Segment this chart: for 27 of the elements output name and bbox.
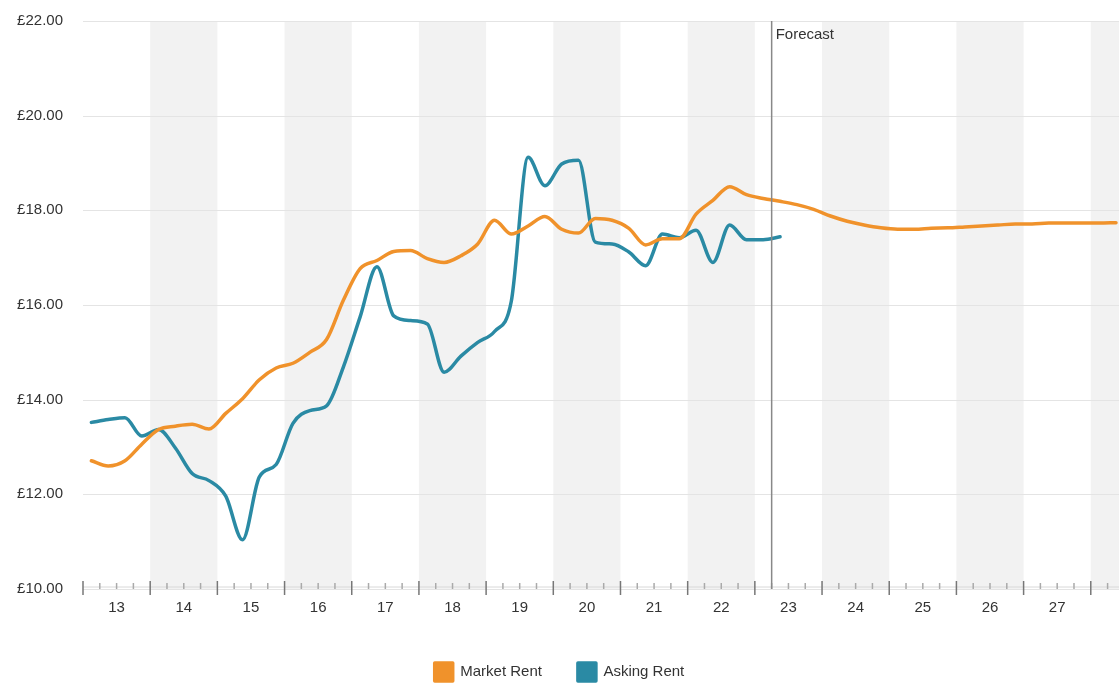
x-tick-label: 18: [444, 598, 461, 616]
x-tick-label: 25: [914, 598, 932, 616]
x-tick-label: 26: [981, 598, 999, 616]
x-tick-label: 15: [242, 598, 260, 616]
y-tick-label: £14.00: [17, 389, 63, 407]
legend-label: Market Rent: [460, 662, 543, 680]
line-series: [89, 184, 1118, 468]
x-tick-label: 23: [780, 598, 797, 616]
ref-line-label: Forecast: [775, 24, 835, 42]
x-tick-label: 24: [847, 598, 864, 616]
y-tick-label: £20.00: [17, 105, 63, 123]
y-tick-label: £12.00: [17, 484, 63, 502]
y-tick-label: £16.00: [17, 295, 63, 313]
x-tick-label: 27: [1048, 598, 1066, 616]
x-tick-label: 16: [309, 598, 327, 616]
x-tick-label: 14: [175, 598, 193, 616]
x-tick-label: 21: [645, 598, 663, 616]
x-tick-label: 17: [376, 598, 394, 616]
y-tick-label: £18.00: [17, 200, 63, 218]
y-tick-label: £10.00: [17, 579, 63, 597]
y-tick-label: £22.00: [17, 11, 63, 29]
legend-label: Asking Rent: [603, 662, 686, 680]
line-series: [89, 155, 782, 542]
x-tick-label: 19: [511, 598, 529, 616]
x-tick-label: 20: [578, 598, 596, 616]
x-tick-label: 22: [712, 598, 730, 616]
x-tick-label: 13: [108, 598, 125, 616]
